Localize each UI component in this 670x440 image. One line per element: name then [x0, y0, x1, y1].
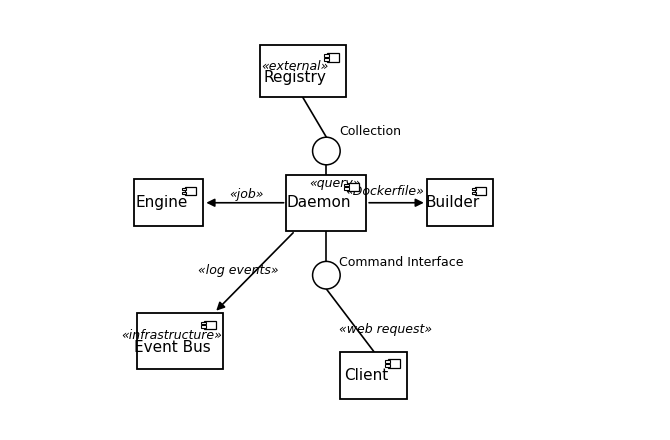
- Text: Engine: Engine: [135, 195, 188, 210]
- Bar: [327, 53, 338, 62]
- Bar: [182, 192, 186, 194]
- Bar: [348, 183, 359, 191]
- Bar: [182, 188, 186, 191]
- Bar: [427, 179, 494, 227]
- Circle shape: [313, 261, 340, 289]
- Bar: [344, 183, 349, 186]
- Bar: [137, 313, 223, 369]
- Bar: [324, 54, 329, 57]
- Bar: [185, 187, 196, 195]
- Bar: [475, 187, 486, 195]
- Text: Collection: Collection: [339, 125, 401, 138]
- Bar: [201, 326, 206, 328]
- Text: Daemon: Daemon: [286, 195, 351, 210]
- Bar: [204, 320, 216, 329]
- Bar: [389, 359, 400, 368]
- Text: Registry: Registry: [263, 70, 326, 85]
- Circle shape: [313, 137, 340, 165]
- Bar: [201, 322, 206, 324]
- Bar: [287, 175, 366, 231]
- Text: «external»: «external»: [261, 59, 328, 73]
- Bar: [340, 352, 407, 399]
- Text: Command Interface: Command Interface: [339, 256, 464, 269]
- Bar: [324, 58, 329, 61]
- Text: Event Bus: Event Bus: [133, 340, 210, 355]
- Text: Client: Client: [344, 368, 388, 383]
- Bar: [472, 188, 476, 191]
- Bar: [472, 192, 476, 194]
- Text: «job»: «job»: [229, 187, 264, 201]
- Text: «Dockerfile»: «Dockerfile»: [345, 186, 424, 198]
- Bar: [259, 45, 346, 97]
- Bar: [135, 179, 204, 227]
- Text: «web request»: «web request»: [339, 323, 432, 337]
- Text: Builder: Builder: [425, 195, 480, 210]
- Text: «query»: «query»: [310, 177, 360, 190]
- Text: «log events»: «log events»: [198, 264, 278, 277]
- Bar: [385, 364, 390, 367]
- Text: «infrastructure»: «infrastructure»: [121, 329, 222, 342]
- Bar: [385, 360, 390, 363]
- Bar: [344, 187, 349, 190]
